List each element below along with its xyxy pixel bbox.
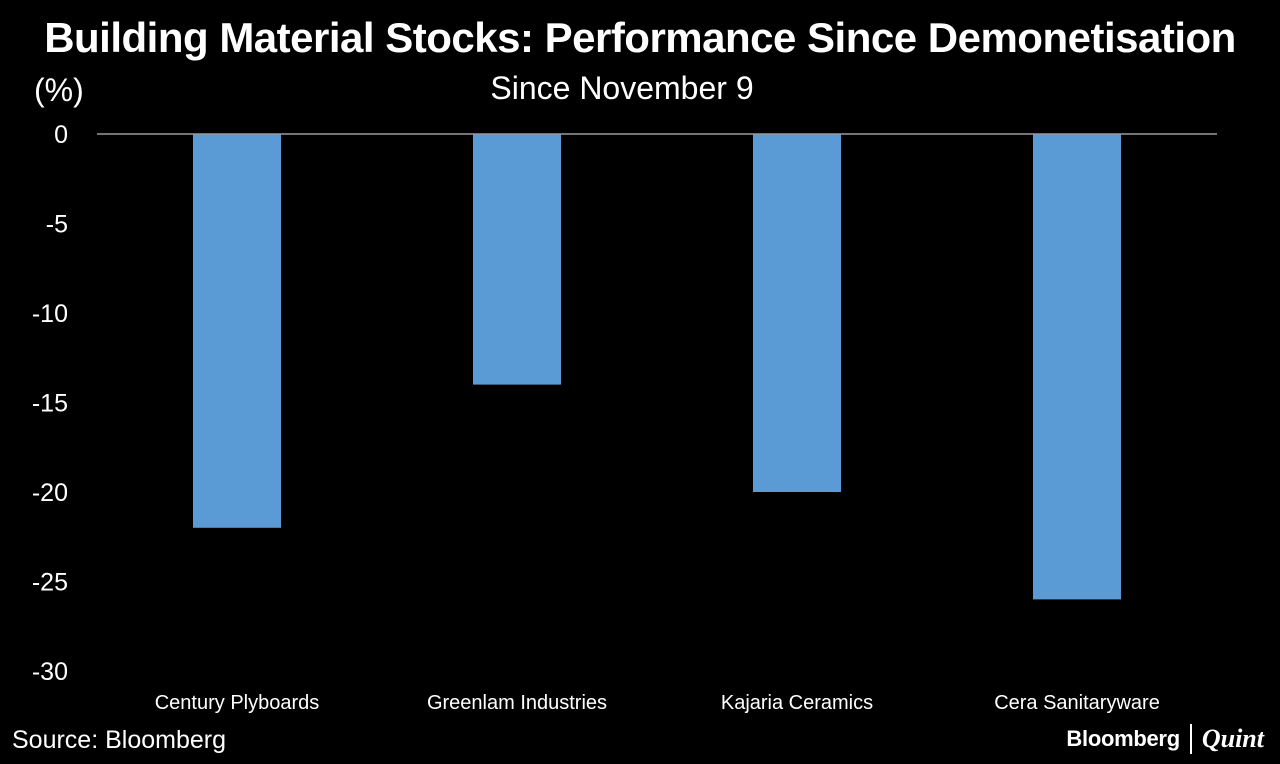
y-tick-label: -10 <box>32 300 68 328</box>
bar-kajaria-ceramics <box>753 134 841 492</box>
source-note: Source: Bloomberg <box>12 726 227 754</box>
y-tick-label: -5 <box>46 211 68 239</box>
chart-subtitle: Since November 9 <box>490 70 754 106</box>
brand-divider <box>1189 724 1192 754</box>
x-tick-label: Century Plyboards <box>155 692 320 714</box>
bar-century-plyboards <box>193 134 281 528</box>
x-tick-label: Cera Sanitaryware <box>994 692 1160 714</box>
x-tick-label: Greenlam Industries <box>427 692 607 714</box>
bar-cera-sanitaryware <box>1033 134 1121 600</box>
y-tick-label: -20 <box>32 479 68 507</box>
y-tick-label: -15 <box>32 390 68 418</box>
y-tick-label: -25 <box>32 569 68 597</box>
x-tick-label: Kajaria Ceramics <box>721 692 873 714</box>
quint-logo: Quint <box>1201 724 1264 753</box>
chart-title: Building Material Stocks: Performance Si… <box>44 14 1236 61</box>
y-axis-label: (%) <box>34 72 84 108</box>
bar-greenlam-industries <box>473 134 561 385</box>
brand-logo: Bloomberg Quint <box>1066 724 1264 754</box>
y-tick-label: 0 <box>54 121 68 149</box>
y-tick-label: -30 <box>32 658 68 686</box>
bloomberg-logo: Bloomberg <box>1066 726 1180 751</box>
